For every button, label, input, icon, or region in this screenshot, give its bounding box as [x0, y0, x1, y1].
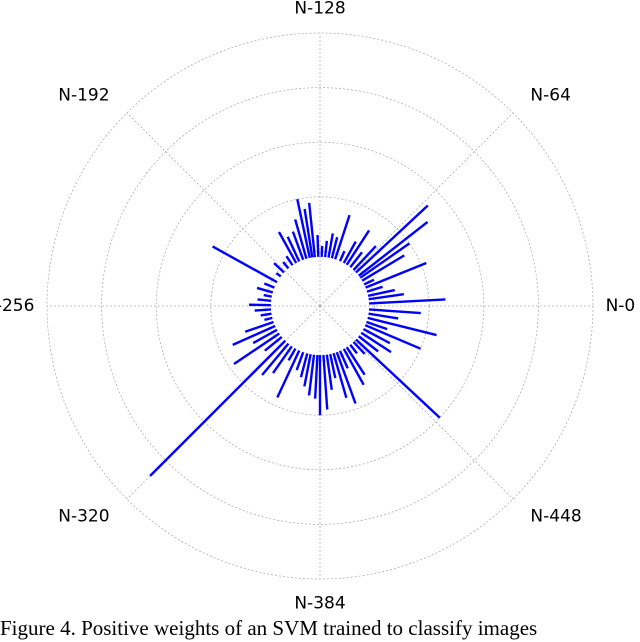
- bar-45: [264, 335, 283, 352]
- bar-35: [263, 293, 272, 298]
- bar-10: [352, 245, 377, 271]
- bar-21: [307, 202, 317, 258]
- angle-label-90: N-128: [294, 0, 345, 18]
- bar-2: [367, 288, 396, 297]
- bar-47: [261, 342, 290, 376]
- bar-50: [276, 350, 301, 399]
- bar-14: [338, 250, 346, 262]
- bar-59: [329, 353, 337, 379]
- angle-label-180: N-256: [0, 296, 34, 316]
- bar-44: [233, 332, 280, 366]
- grid-spoke-315: [319, 305, 514, 500]
- bar-13: [342, 240, 357, 264]
- bar-68: [357, 335, 379, 353]
- bar-67: [355, 338, 441, 419]
- bar-65: [349, 343, 358, 355]
- bar-55: [313, 355, 319, 399]
- angle-label-315: N-448: [530, 506, 581, 526]
- bar-1: [368, 293, 404, 301]
- bar-8: [357, 221, 429, 277]
- bar-69: [360, 331, 392, 354]
- bar-25: [291, 231, 305, 261]
- bar-49: [287, 347, 297, 361]
- bar-58: [325, 354, 333, 390]
- bar-3: [366, 285, 384, 293]
- bar-46: [149, 339, 287, 477]
- grid-ring-4: [101, 87, 539, 525]
- angle-label-225: N-320: [58, 506, 109, 526]
- angle-labels: N-0 N-64 N-128 N-192 N-256 N-320 N-384 N-448: [0, 0, 635, 614]
- bar-23: [296, 198, 311, 259]
- bar-39: [260, 312, 272, 317]
- angle-label-270: N-384: [294, 594, 345, 614]
- bar-17: [327, 233, 334, 258]
- bar-4: [365, 261, 427, 289]
- polar-bars: [149, 198, 446, 477]
- bar-32: [211, 245, 278, 284]
- bar-22: [303, 208, 314, 258]
- bar-34: [256, 286, 274, 294]
- bar-74: [368, 312, 399, 320]
- bar-15: [334, 214, 351, 260]
- grid-spoke-45: [319, 112, 514, 307]
- bar-62: [338, 350, 349, 369]
- bar-5: [363, 278, 375, 286]
- bar-12: [345, 229, 371, 266]
- bar-52: [299, 353, 309, 378]
- bar-41: [244, 320, 274, 333]
- bar-24: [294, 219, 308, 260]
- grid-spoke-135: [126, 112, 321, 307]
- figure-caption: Figure 4. Positive weights of an SVM tra…: [0, 616, 538, 640]
- bar-7: [359, 242, 411, 279]
- angle-label-45: N-64: [530, 86, 570, 106]
- bar-66: [352, 341, 366, 355]
- bar-20: [316, 235, 320, 257]
- bar-29: [282, 261, 290, 270]
- bar-38: [254, 308, 272, 312]
- angle-label-135: N-192: [58, 86, 109, 106]
- polar-grid: [46, 32, 594, 580]
- bar-54: [307, 354, 316, 396]
- bar-28: [285, 255, 294, 266]
- bar-48: [272, 345, 293, 374]
- bar-18: [323, 240, 329, 258]
- bar-33: [263, 282, 275, 289]
- bar-73: [367, 316, 437, 337]
- bar-42: [232, 324, 276, 346]
- bar-70: [362, 328, 391, 345]
- grid-ring-3: [155, 141, 485, 471]
- bar-16: [330, 236, 339, 259]
- bar-72: [366, 320, 388, 331]
- bar-0: [369, 298, 446, 305]
- bar-61: [335, 351, 357, 404]
- bar-43: [252, 328, 278, 345]
- bar-27: [277, 231, 298, 264]
- bar-63: [342, 348, 365, 386]
- bar-11: [349, 251, 363, 269]
- bar-71: [364, 324, 421, 350]
- bar-30: [273, 262, 285, 274]
- bar-9: [355, 204, 429, 274]
- bar-31: [275, 272, 282, 278]
- bar-36: [257, 298, 272, 303]
- angle-label-0: N-0: [606, 296, 636, 316]
- bar-51: [295, 351, 305, 371]
- bar-26: [286, 236, 301, 262]
- bar-40: [264, 316, 273, 322]
- bar-57: [322, 354, 329, 410]
- bar-75: [368, 308, 421, 315]
- bar-60: [332, 352, 348, 399]
- bar-6: [361, 254, 405, 282]
- bar-64: [345, 346, 366, 376]
- bar-53: [303, 354, 312, 387]
